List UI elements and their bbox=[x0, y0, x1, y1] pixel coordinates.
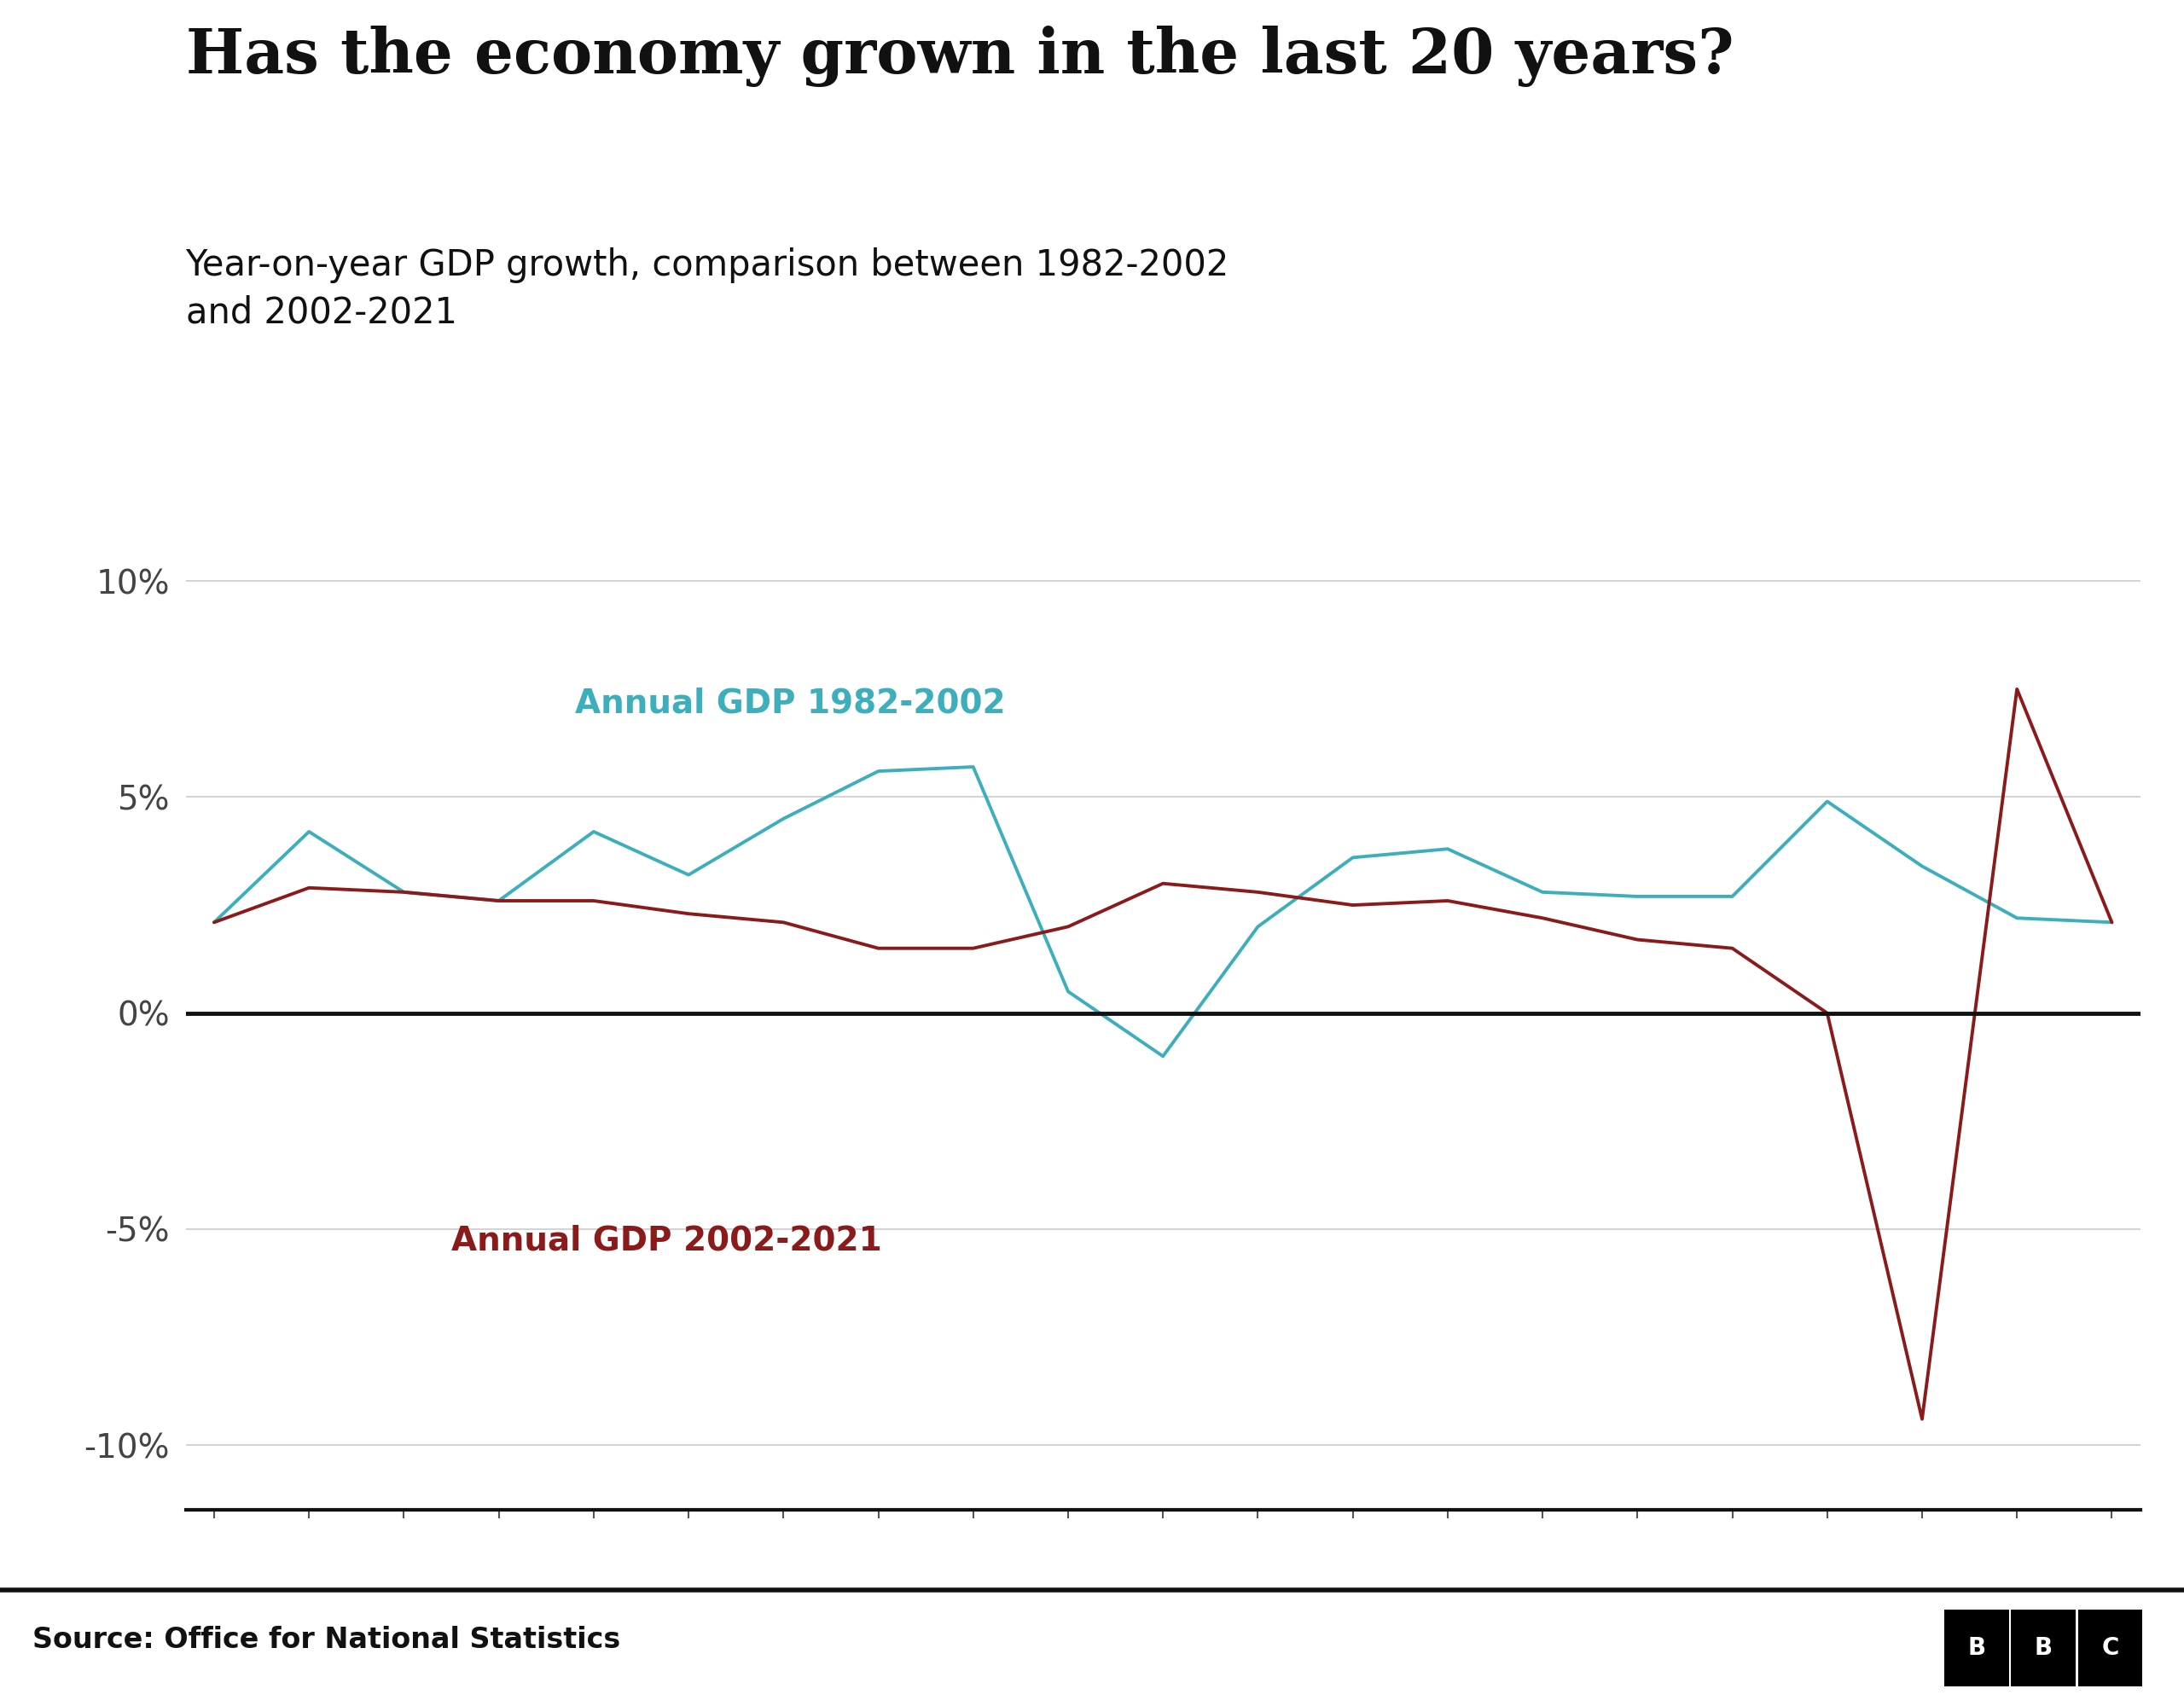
Bar bbox=[1944, 1610, 2009, 1686]
Text: C: C bbox=[2101, 1636, 2118, 1660]
Text: B: B bbox=[1968, 1636, 1985, 1660]
Text: Annual GDP 1982-2002: Annual GDP 1982-2002 bbox=[574, 688, 1005, 720]
Text: Source: Office for National Statistics: Source: Office for National Statistics bbox=[33, 1626, 620, 1653]
Text: Annual GDP 2002-2021: Annual GDP 2002-2021 bbox=[452, 1225, 882, 1257]
Text: Has the economy grown in the last 20 years?: Has the economy grown in the last 20 yea… bbox=[186, 26, 1734, 87]
Bar bbox=[2011, 1610, 2075, 1686]
Text: B: B bbox=[2033, 1636, 2053, 1660]
Bar bbox=[2077, 1610, 2143, 1686]
Text: Year-on-year GDP growth, comparison between 1982-2002
and 2002-2021: Year-on-year GDP growth, comparison betw… bbox=[186, 247, 1230, 331]
